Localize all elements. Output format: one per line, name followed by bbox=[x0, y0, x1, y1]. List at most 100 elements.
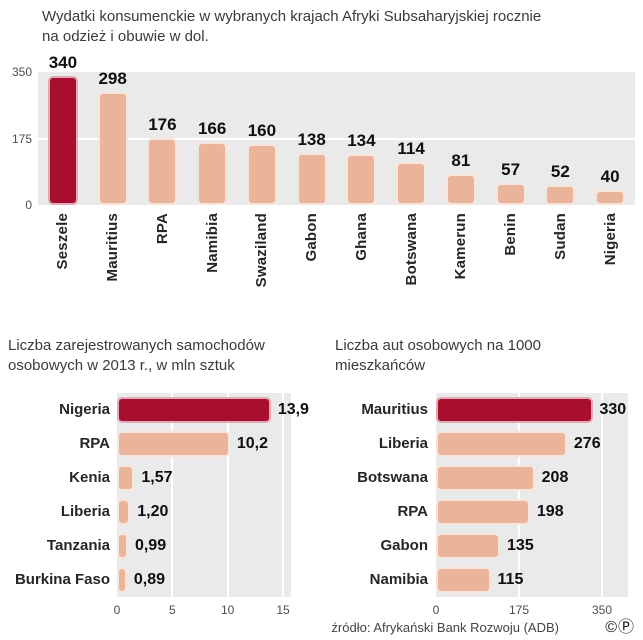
x-category-text: Mauritius bbox=[104, 213, 122, 282]
x-tick-0: 0 bbox=[432, 603, 440, 617]
right-chart-plot: 0 175 350 330 276 208 198 135 115 bbox=[433, 393, 628, 617]
bar-liberia bbox=[436, 431, 567, 457]
left-chart-title: Liczba zarejestrowanych samochodów osobo… bbox=[8, 337, 265, 375]
category-label: Botswana bbox=[357, 469, 428, 486]
bar-rpa bbox=[117, 431, 230, 457]
bar-value-label: 115 bbox=[497, 571, 524, 588]
x-category-text: Ghana bbox=[352, 213, 370, 261]
source-credit: źródło: Afrykański Bank Rozwoju (ADB) bbox=[331, 620, 559, 635]
x-category-text: Swaziland bbox=[253, 213, 271, 288]
gridline bbox=[601, 393, 603, 597]
x-category-text: Benin bbox=[502, 213, 520, 256]
bar-sudan bbox=[545, 185, 576, 205]
x-category-label: Kamerun bbox=[436, 213, 486, 325]
x-tick-350: 350 bbox=[591, 603, 613, 617]
y-tick-350: 350 bbox=[11, 65, 32, 79]
right-chart-category-labels: Mauritius Liberia Botswana RPA Gabon Namibia bbox=[322, 393, 430, 597]
bar-tanzania bbox=[117, 533, 128, 559]
bar-botswana bbox=[436, 465, 535, 491]
x-tick-0: 0 bbox=[113, 603, 121, 617]
bar-botswana bbox=[396, 161, 427, 205]
bar-namibia bbox=[197, 141, 228, 205]
category-label: Mauritius bbox=[361, 401, 428, 418]
bar-value-label: 10,2 bbox=[236, 435, 269, 452]
top-chart-title: Wydatki konsumenckie w wybranych krajach… bbox=[42, 8, 542, 46]
x-category-label: Nigeria bbox=[585, 213, 635, 325]
bar-value-label: 1,20 bbox=[137, 503, 169, 520]
bar-gabon bbox=[436, 533, 501, 559]
gridline bbox=[282, 393, 284, 597]
gridline bbox=[226, 393, 229, 597]
bar-gabon bbox=[296, 152, 327, 205]
x-category-label: Mauritius bbox=[88, 213, 138, 325]
category-label: RPA bbox=[79, 435, 110, 452]
bar-mauritius bbox=[436, 397, 593, 423]
top-chart-x-labels: Seszele Mauritius RPA Namibia Swaziland Gabon… bbox=[38, 213, 635, 325]
left-chart-plot: 0 5 10 15 13,9 10,2 1,57 1,20 0,99 0,89 bbox=[114, 393, 309, 617]
bar-value-label: 298 bbox=[98, 68, 127, 88]
bar-value-label: 166 bbox=[197, 118, 227, 138]
gridline bbox=[518, 393, 520, 597]
x-category-label: Seszele bbox=[38, 213, 88, 325]
x-category-text: Botswana bbox=[402, 213, 420, 286]
x-category-text: Gabon bbox=[303, 213, 321, 262]
bar-rpa bbox=[147, 138, 178, 205]
category-label: Gabon bbox=[380, 537, 429, 554]
bar-value-label: 160 bbox=[247, 121, 277, 141]
bar-value-label: 135 bbox=[507, 537, 534, 554]
x-category-label: Namibia bbox=[187, 213, 237, 325]
x-category-label: Sudan bbox=[536, 213, 586, 325]
bar-value-label: 1,57 bbox=[141, 469, 173, 486]
y-tick-175: 175 bbox=[11, 131, 32, 146]
x-category-text: Kamerun bbox=[452, 213, 470, 280]
top-chart-y-axis: 0 175 350 bbox=[4, 65, 34, 212]
bar-liberia bbox=[117, 499, 131, 525]
bar-value-label: 330 bbox=[599, 401, 627, 418]
bar-value-label: 52 bbox=[550, 162, 570, 182]
top-chart-plot: 340 298 176 166 160 138 134 114 81 57 52 40 bbox=[38, 53, 635, 205]
left-chart-category-labels: Nigeria RPA Kenia Liberia Tanzania Burkina Fa… bbox=[0, 393, 112, 597]
x-category-label: Swaziland bbox=[237, 213, 287, 325]
bar-value-label: 57 bbox=[501, 160, 521, 180]
category-label: Kenia bbox=[69, 469, 110, 486]
bar-value-label: 138 bbox=[297, 129, 326, 149]
bar-burkina-faso bbox=[117, 567, 127, 593]
category-label: Burkina Faso bbox=[14, 571, 110, 588]
category-label: Nigeria bbox=[59, 401, 110, 418]
x-category-label: Ghana bbox=[337, 213, 387, 325]
gridline bbox=[171, 393, 174, 597]
x-category-text: Sudan bbox=[551, 213, 569, 260]
x-category-label: Benin bbox=[486, 213, 536, 325]
category-label: Namibia bbox=[369, 571, 428, 588]
bar-nigeria bbox=[117, 397, 271, 423]
bar-seszele bbox=[47, 75, 78, 205]
bar-swaziland bbox=[246, 144, 277, 205]
bar-rpa bbox=[436, 499, 530, 525]
x-category-text: RPA bbox=[153, 213, 171, 245]
category-label: Liberia bbox=[378, 435, 428, 452]
x-category-text: Seszele bbox=[54, 213, 72, 270]
category-label: RPA bbox=[397, 503, 428, 520]
bar-ghana bbox=[346, 154, 377, 205]
bar-kenia bbox=[117, 465, 135, 491]
bar-value-label: 0,99 bbox=[134, 537, 167, 554]
bar-value-label: 13,9 bbox=[277, 401, 309, 418]
x-category-text: Namibia bbox=[203, 213, 221, 273]
right-chart-title: Liczba aut osobowych na 1000 mieszkańców bbox=[335, 337, 541, 375]
x-tick-10: 10 bbox=[220, 603, 235, 617]
bar-benin bbox=[495, 183, 526, 205]
y-tick-0: 0 bbox=[25, 198, 32, 212]
bar-value-label: 208 bbox=[541, 469, 569, 486]
x-category-label: Botswana bbox=[386, 213, 436, 325]
bar-value-label: 40 bbox=[600, 166, 620, 186]
bar-nigeria bbox=[595, 189, 626, 205]
x-tick-5: 5 bbox=[168, 603, 176, 617]
x-category-label: Gabon bbox=[287, 213, 337, 325]
category-label: Liberia bbox=[60, 503, 110, 520]
bar-value-label: 198 bbox=[536, 503, 564, 520]
copyright-icon: ©Ⓟ bbox=[605, 619, 635, 636]
bar-value-label: 114 bbox=[397, 138, 425, 158]
gridline bbox=[38, 137, 635, 140]
x-tick-15: 15 bbox=[276, 603, 290, 617]
